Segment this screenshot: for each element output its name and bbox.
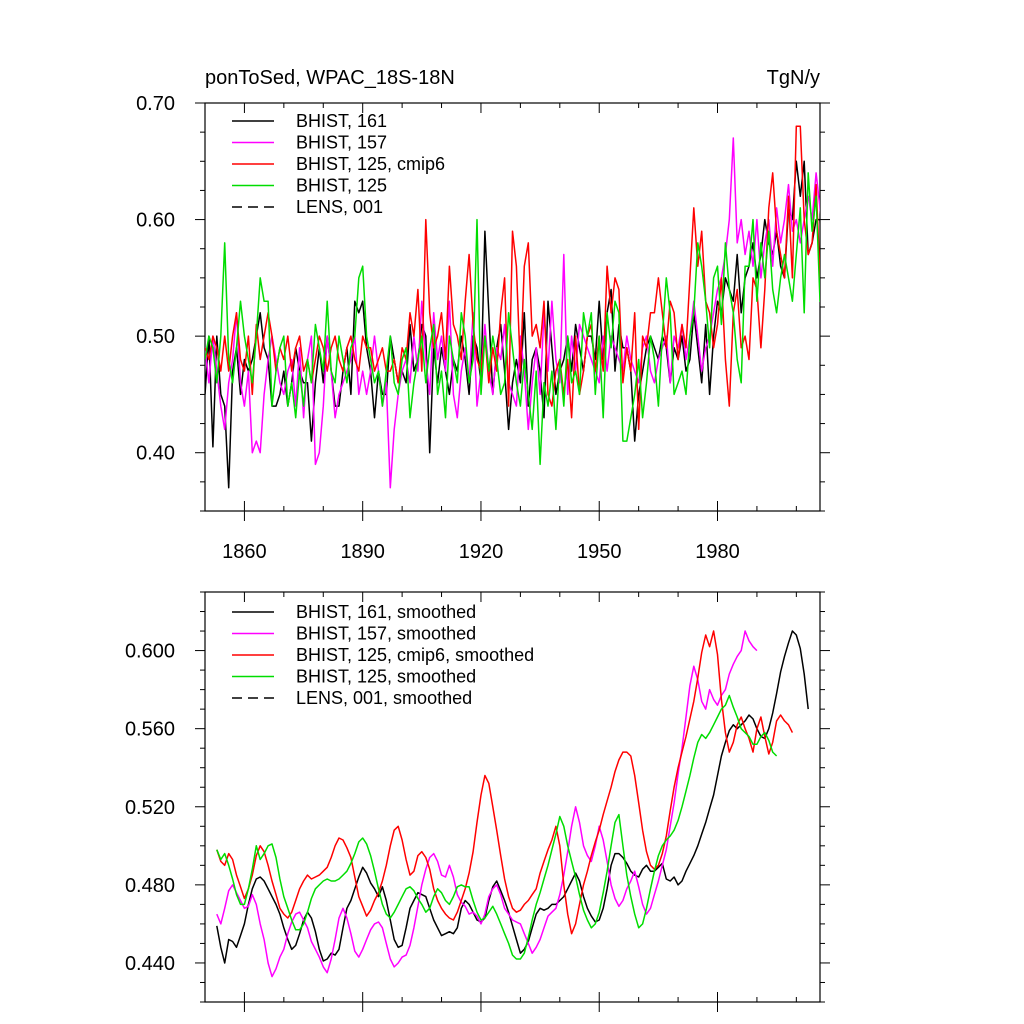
bottom-series-line-3 (216, 694, 778, 960)
units-label: TgN/y (767, 67, 820, 89)
top-x-tick-label: 1920 (459, 541, 504, 563)
top-x-tick-label: 1890 (340, 541, 385, 563)
bottom-plot-frame (204, 591, 821, 1003)
top-y-tick-label: 0.70 (136, 93, 175, 115)
top-y-tick-label: 0.50 (136, 326, 175, 348)
top-x-tick-label: 1980 (695, 541, 740, 563)
bottom-legend-label: LENS, 001, smoothed (296, 688, 472, 708)
bottom-legend-label: BHIST, 125, cmip6, smoothed (296, 645, 534, 665)
bottom-series-line-0 (216, 630, 809, 964)
top-legend-label: BHIST, 125 (296, 176, 387, 196)
top-y-tick-label: 0.40 (136, 443, 175, 465)
top-legend-label: BHIST, 125, cmip6 (296, 154, 445, 174)
bottom-series-group (216, 630, 809, 978)
top-series-line-1 (205, 137, 820, 489)
bottom-y-tick-label: 0.520 (125, 797, 175, 819)
top-legend-label: BHIST, 157 (296, 133, 387, 153)
top-legend-label: LENS, 001 (296, 197, 383, 217)
bottom-series-line-1 (216, 630, 758, 978)
top-axes: 1860 1890 1920 1950 1980 0.40 0.50 0.60 0.70 (136, 93, 830, 563)
bottom-y-tick-label: 0.600 (125, 641, 175, 663)
bottom-panel: 0.440 0.480 0.520 0.560 0.600 BHIST, 161, sm… (125, 591, 830, 1012)
chart-title: ponToSed, WPAC_18S-18N (205, 67, 455, 89)
bottom-y-tick-label: 0.480 (125, 875, 175, 897)
bottom-y-tick-label: 0.440 (125, 953, 175, 975)
top-series-line-3 (205, 172, 820, 466)
top-legend-label: BHIST, 161 (296, 111, 387, 131)
top-x-tick-label: 1950 (577, 541, 622, 563)
bottom-axes: 0.440 0.480 0.520 0.560 0.600 (125, 591, 830, 1012)
top-y-tick-label: 0.60 (136, 210, 175, 232)
bottom-y-tick-label: 0.560 (125, 719, 175, 741)
bottom-legend-label: BHIST, 157, smoothed (296, 624, 476, 644)
top-x-tick-label: 1860 (222, 541, 267, 563)
bottom-legend-label: BHIST, 161, smoothed (296, 602, 476, 622)
bottom-series-line-2 (216, 630, 794, 935)
top-series-group (205, 125, 820, 489)
bottom-legend-label: BHIST, 125, smoothed (296, 667, 476, 687)
top-panel: 1860 1890 1920 1950 1980 0.40 0.50 0.60 0.70 BHI… (136, 93, 830, 563)
